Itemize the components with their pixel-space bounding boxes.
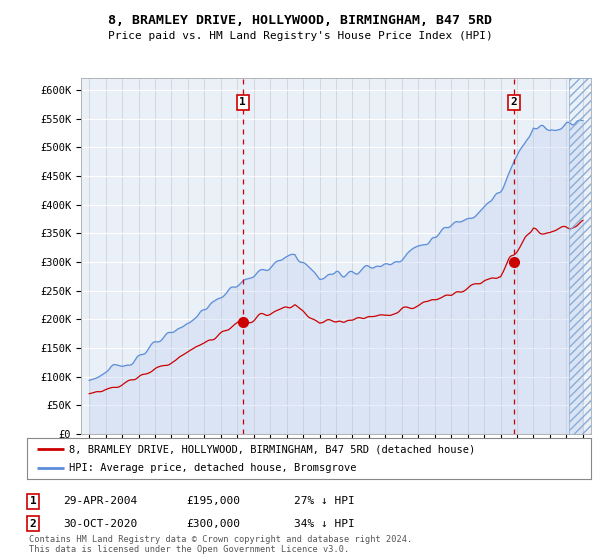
Text: 1: 1 bbox=[239, 97, 246, 108]
Text: 8, BRAMLEY DRIVE, HOLLYWOOD, BIRMINGHAM, B47 5RD: 8, BRAMLEY DRIVE, HOLLYWOOD, BIRMINGHAM,… bbox=[108, 14, 492, 27]
Text: This data is licensed under the Open Government Licence v3.0.: This data is licensed under the Open Gov… bbox=[29, 545, 349, 554]
Text: 34% ↓ HPI: 34% ↓ HPI bbox=[294, 519, 355, 529]
Text: HPI: Average price, detached house, Bromsgrove: HPI: Average price, detached house, Brom… bbox=[70, 463, 357, 473]
Text: £195,000: £195,000 bbox=[186, 496, 240, 506]
Text: Price paid vs. HM Land Registry's House Price Index (HPI): Price paid vs. HM Land Registry's House … bbox=[107, 31, 493, 41]
Text: 2: 2 bbox=[29, 519, 37, 529]
Text: 27% ↓ HPI: 27% ↓ HPI bbox=[294, 496, 355, 506]
Text: Contains HM Land Registry data © Crown copyright and database right 2024.: Contains HM Land Registry data © Crown c… bbox=[29, 535, 412, 544]
Text: 1: 1 bbox=[29, 496, 37, 506]
Text: 30-OCT-2020: 30-OCT-2020 bbox=[63, 519, 137, 529]
Text: 29-APR-2004: 29-APR-2004 bbox=[63, 496, 137, 506]
Text: 2: 2 bbox=[511, 97, 518, 108]
Text: £300,000: £300,000 bbox=[186, 519, 240, 529]
Text: 8, BRAMLEY DRIVE, HOLLYWOOD, BIRMINGHAM, B47 5RD (detached house): 8, BRAMLEY DRIVE, HOLLYWOOD, BIRMINGHAM,… bbox=[70, 445, 476, 454]
